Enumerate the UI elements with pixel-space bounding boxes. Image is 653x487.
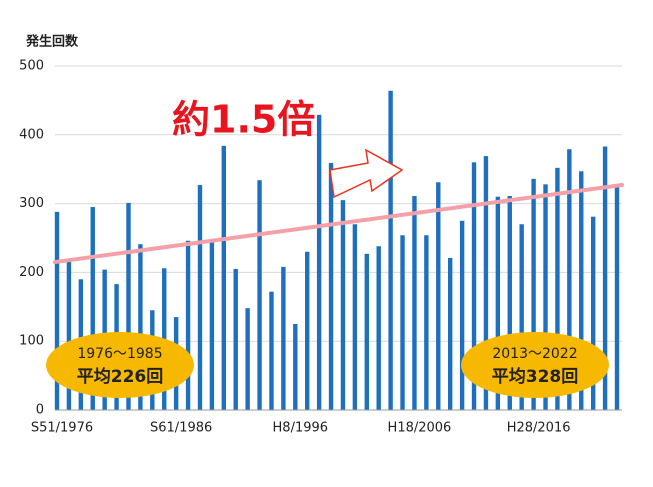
annotation: 約1.5倍 xyxy=(172,98,315,142)
bar xyxy=(602,146,608,410)
bar xyxy=(447,257,453,410)
bar xyxy=(138,244,143,410)
bar xyxy=(436,182,441,410)
x-tick-label: H8/1996 xyxy=(273,421,329,436)
bar xyxy=(531,178,536,410)
period-range: 2013～2022 xyxy=(492,346,577,362)
bar xyxy=(352,224,358,410)
bar xyxy=(90,207,95,410)
period-average: 平均328回 xyxy=(492,366,579,387)
bar xyxy=(471,162,477,410)
bar xyxy=(316,114,322,411)
bar xyxy=(54,211,60,410)
bar xyxy=(459,220,465,410)
y-tick-label: 100 xyxy=(19,334,44,349)
bar xyxy=(483,156,489,410)
bar xyxy=(364,253,369,410)
bar xyxy=(400,235,405,410)
bar xyxy=(185,240,191,410)
x-tick-label: S61/1986 xyxy=(150,421,212,436)
bar xyxy=(269,291,274,410)
period-oval xyxy=(46,332,194,398)
y-tick-label: 400 xyxy=(19,127,44,142)
x-tick-label: H18/2006 xyxy=(388,421,452,436)
bar xyxy=(412,196,417,410)
bar xyxy=(388,90,393,410)
y-tick-label: 0 xyxy=(36,403,44,418)
y-tick-label: 300 xyxy=(19,196,44,211)
bar xyxy=(221,145,227,411)
bar xyxy=(495,196,501,410)
bar xyxy=(293,324,298,410)
y-tick-label: 500 xyxy=(19,59,44,74)
bar xyxy=(507,196,512,410)
period-oval xyxy=(461,332,609,398)
arrow xyxy=(329,148,404,199)
x-tick-label: S51/1976 xyxy=(31,421,93,436)
bar xyxy=(209,240,215,410)
period-range: 1976～1985 xyxy=(77,346,162,362)
y-tick-label: 200 xyxy=(19,265,44,280)
bar xyxy=(66,259,72,410)
bar xyxy=(281,266,286,410)
bar xyxy=(305,251,310,410)
bar xyxy=(197,185,203,410)
period-average: 平均226回 xyxy=(77,366,164,387)
y-axis-label: 発生回数 xyxy=(25,34,79,50)
bar xyxy=(233,268,238,410)
bar xyxy=(555,167,560,410)
bar xyxy=(567,149,572,411)
bar xyxy=(519,224,524,410)
bar xyxy=(340,200,346,410)
bar xyxy=(126,202,131,410)
bar xyxy=(245,308,250,410)
bar xyxy=(614,185,620,410)
bar xyxy=(328,163,334,410)
bar xyxy=(590,216,596,410)
x-tick-label: H28/2016 xyxy=(507,421,571,436)
bar xyxy=(376,246,381,410)
bar xyxy=(543,184,548,410)
bar xyxy=(579,171,584,410)
bar xyxy=(257,180,262,410)
trend-line xyxy=(53,183,624,265)
bar xyxy=(424,235,429,410)
